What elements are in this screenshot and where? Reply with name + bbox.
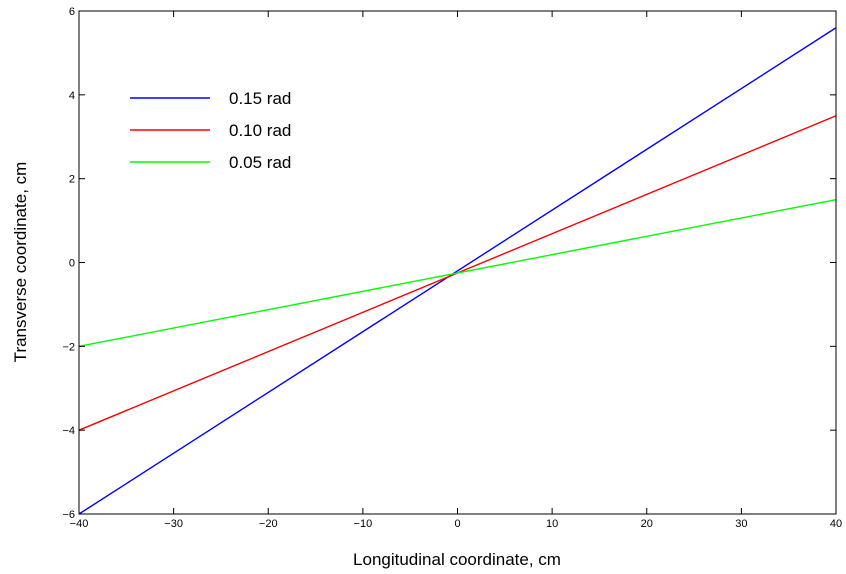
x-tick-label: 10 (546, 518, 558, 530)
x-tick-label: 40 (830, 518, 842, 530)
x-tick-label: −20 (259, 518, 278, 530)
x-tick-label: 20 (641, 518, 653, 530)
y-tick-label: −4 (62, 425, 75, 437)
y-tick-label: −6 (62, 509, 75, 521)
x-tick-label: 0 (454, 518, 460, 530)
y-tick-label: 4 (69, 90, 75, 102)
x-tick-label: −40 (70, 518, 89, 530)
y-tick-label: 6 (69, 6, 75, 18)
series-group (78, 27, 837, 515)
legend-label: 0.15 rad (229, 89, 291, 108)
x-tick-label: −10 (354, 518, 373, 530)
series-line-3 (78, 198, 837, 348)
legend-label: 0.05 rad (229, 153, 291, 172)
y-axis-label: Transverse coordinate, cm (11, 162, 30, 363)
x-tick-label: 30 (735, 518, 747, 530)
plot-area (79, 11, 836, 514)
y-tick-label: −2 (62, 341, 75, 353)
y-tick-label: 0 (69, 258, 75, 270)
plot-background (79, 11, 836, 514)
series-line-1 (78, 27, 837, 515)
y-tick-label: 2 (69, 174, 75, 186)
x-axis-label: Longitudinal coordinate, cm (353, 550, 561, 569)
x-tick-label: −30 (164, 518, 183, 530)
legend: 0.15 rad 0.10 rad 0.05 rad (130, 89, 291, 172)
legend-label: 0.10 rad (229, 121, 291, 140)
